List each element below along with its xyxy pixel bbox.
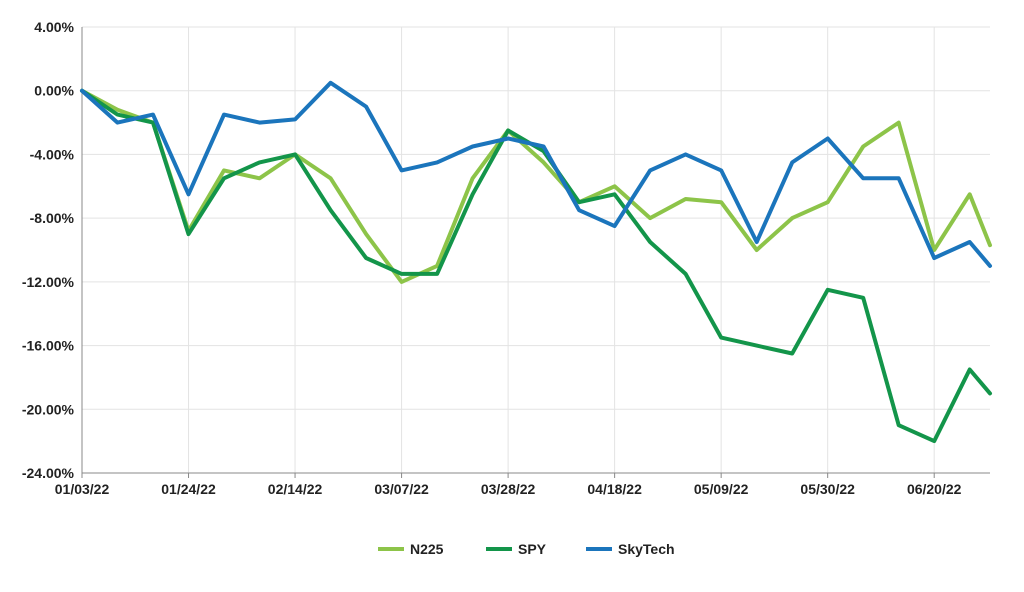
y-tick-label: -8.00%: [30, 210, 75, 226]
y-tick-label: 4.00%: [34, 19, 74, 35]
y-tick-label: -4.00%: [30, 146, 75, 162]
axes: [81, 27, 990, 478]
legend-label-skytech: SkyTech: [618, 541, 675, 557]
y-tick-label: -12.00%: [22, 274, 75, 290]
x-tick-label: 05/30/22: [800, 481, 855, 497]
series-line-skytech: [80, 80, 992, 268]
x-axis-tick-labels: 01/03/22 01/24/22 02/14/22 03/07/22 03/28/22…: [55, 481, 962, 497]
x-tick-label: 03/07/22: [374, 481, 429, 497]
y-axis-tick-labels: 4.00% 0.00% -4.00% -8.00% -12.00% -16.00% -20.…: [22, 19, 75, 481]
y-tick-label: -20.00%: [22, 401, 75, 417]
series-line-spy: [80, 88, 992, 444]
x-tick-label: 03/28/22: [481, 481, 536, 497]
x-tick-label: 01/24/22: [161, 481, 216, 497]
y-tick-label: -16.00%: [22, 338, 75, 354]
x-tick-label: 01/03/22: [55, 481, 110, 497]
series-lines: [80, 80, 992, 444]
legend: N225 SPY SkyTech: [378, 541, 675, 557]
x-tick-label: 05/09/22: [694, 481, 749, 497]
x-tick-label: 02/14/22: [268, 481, 323, 497]
legend-label-n225: N225: [410, 541, 444, 557]
x-tick-label: 04/18/22: [587, 481, 642, 497]
legend-label-spy: SPY: [518, 541, 547, 557]
y-tick-label: 0.00%: [34, 83, 74, 99]
y-tick-label: -24.00%: [22, 465, 75, 481]
gridlines: [81, 26, 990, 474]
x-tick-label: 06/20/22: [907, 481, 962, 497]
